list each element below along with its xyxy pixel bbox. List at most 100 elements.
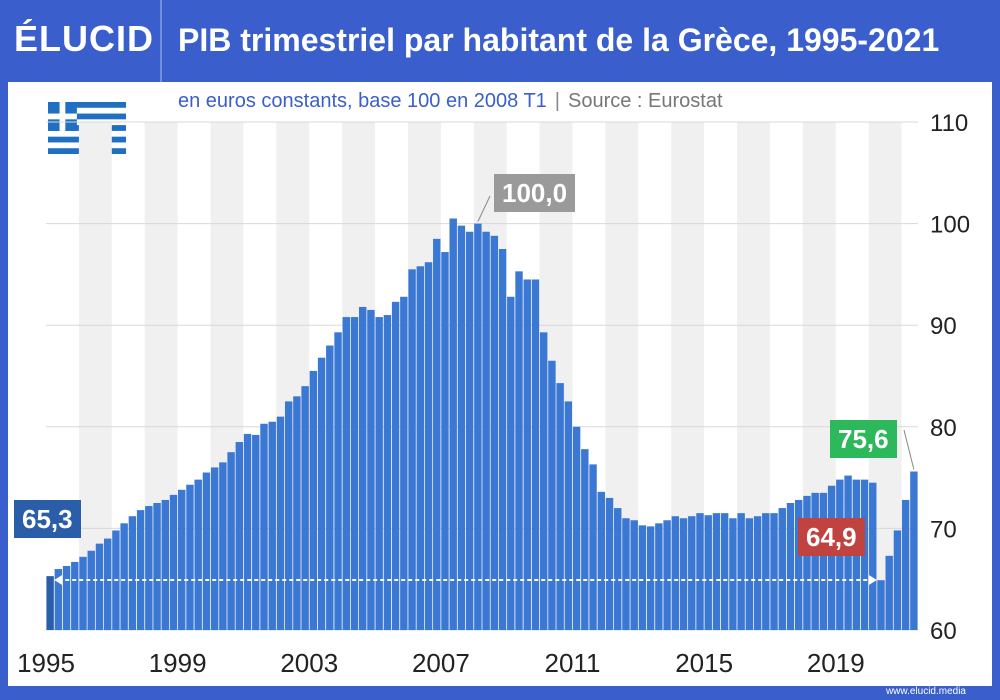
data-bar bbox=[136, 510, 145, 630]
data-bar bbox=[539, 332, 548, 630]
data-bar bbox=[71, 561, 79, 630]
data-bar bbox=[712, 513, 721, 630]
arrow-head-right bbox=[868, 575, 877, 585]
data-bar bbox=[556, 383, 564, 630]
data-bar bbox=[523, 279, 531, 630]
data-bar bbox=[622, 518, 630, 630]
data-bar bbox=[614, 508, 622, 630]
data-bar bbox=[655, 523, 663, 630]
data-bar bbox=[120, 523, 128, 630]
data-bar bbox=[688, 516, 696, 630]
data-bar bbox=[498, 249, 507, 630]
data-bar bbox=[400, 296, 408, 630]
data-bar bbox=[819, 492, 828, 630]
data-bar bbox=[786, 503, 795, 630]
chart-title: PIB trimestriel par habitant de la Grèce… bbox=[178, 22, 940, 58]
data-bar bbox=[901, 499, 910, 630]
data-bar bbox=[910, 471, 918, 630]
peak-leader-line bbox=[477, 195, 491, 222]
data-bar bbox=[827, 485, 836, 630]
chart-subtitle: en euros constants, base 100 en 2008 T1 |… bbox=[178, 90, 723, 113]
data-bar bbox=[885, 555, 893, 630]
data-bar bbox=[663, 520, 671, 630]
data-bar bbox=[128, 516, 137, 630]
data-bar bbox=[194, 479, 202, 630]
data-bar bbox=[87, 550, 95, 630]
data-bar bbox=[301, 386, 309, 630]
data-bar bbox=[811, 492, 819, 630]
data-bar bbox=[597, 491, 605, 630]
data-bar bbox=[720, 513, 729, 630]
header: ÉLUCID PIB trimestriel par habitant de l… bbox=[0, 0, 1000, 82]
data-bar bbox=[227, 452, 235, 630]
data-bar bbox=[79, 556, 87, 630]
data-bar bbox=[869, 482, 877, 630]
data-bar bbox=[441, 252, 449, 630]
data-bar bbox=[383, 315, 392, 630]
data-bar bbox=[178, 489, 186, 630]
data-bar bbox=[762, 513, 770, 630]
data-bar bbox=[490, 235, 499, 631]
footer: www.elucid.media bbox=[0, 686, 1000, 700]
x-tick-label: 2011 bbox=[545, 648, 601, 678]
x-tick-label: 2007 bbox=[412, 648, 470, 678]
data-bar bbox=[581, 449, 589, 630]
data-bar bbox=[153, 503, 161, 630]
data-bar bbox=[507, 296, 515, 630]
data-bar bbox=[276, 416, 285, 630]
data-bar bbox=[638, 525, 647, 630]
data-bar bbox=[482, 231, 490, 630]
data-bar bbox=[145, 506, 153, 630]
data-bar bbox=[424, 262, 433, 630]
data-bar bbox=[745, 518, 754, 630]
subtitle-separator: | bbox=[554, 90, 560, 112]
callout-end-value: 75,6 bbox=[830, 420, 897, 458]
data-bar bbox=[186, 484, 194, 630]
data-bar bbox=[795, 499, 803, 630]
data-bar bbox=[260, 423, 268, 630]
data-bar bbox=[474, 223, 482, 630]
data-bar bbox=[293, 396, 301, 630]
data-bar bbox=[696, 513, 704, 630]
data-bar bbox=[235, 442, 244, 630]
arrow-head-left bbox=[54, 575, 63, 585]
data-bar bbox=[391, 301, 400, 630]
header-divider bbox=[160, 0, 162, 82]
data-bar bbox=[252, 434, 260, 630]
y-tick-label: 110 bbox=[930, 110, 968, 137]
data-bar bbox=[169, 494, 178, 630]
y-tick-label: 60 bbox=[930, 618, 957, 645]
data-bar bbox=[778, 508, 786, 630]
y-tick-label: 80 bbox=[930, 415, 957, 442]
data-bar bbox=[457, 225, 466, 630]
data-bar bbox=[375, 317, 383, 630]
data-bar bbox=[803, 495, 811, 630]
y-tick-label: 100 bbox=[930, 212, 970, 239]
data-bar bbox=[367, 309, 375, 630]
data-bar bbox=[284, 401, 293, 630]
footer-url: www.elucid.media bbox=[885, 686, 966, 697]
data-bar bbox=[46, 576, 54, 630]
data-bar bbox=[309, 370, 318, 630]
end-leader-line bbox=[903, 429, 915, 470]
data-bar bbox=[893, 530, 902, 630]
x-tick-label: 2015 bbox=[675, 648, 733, 678]
data-bar bbox=[515, 271, 523, 630]
data-bar bbox=[548, 360, 556, 630]
x-tick-label: 1999 bbox=[149, 648, 207, 678]
data-bar bbox=[729, 518, 737, 630]
callout-low-value: 64,9 bbox=[798, 518, 865, 556]
x-tick-label: 2019 bbox=[807, 648, 865, 678]
callout-start-value: 65,3 bbox=[14, 500, 81, 538]
data-bar bbox=[268, 421, 276, 630]
data-bar bbox=[416, 266, 425, 630]
data-bar bbox=[202, 472, 211, 630]
data-bar bbox=[342, 317, 350, 630]
data-bar bbox=[326, 345, 334, 630]
elucid-logo: ÉLUCID bbox=[14, 18, 154, 59]
data-bar bbox=[408, 269, 416, 630]
data-bar bbox=[589, 464, 597, 630]
data-bar bbox=[433, 238, 441, 630]
data-bar bbox=[210, 467, 219, 630]
